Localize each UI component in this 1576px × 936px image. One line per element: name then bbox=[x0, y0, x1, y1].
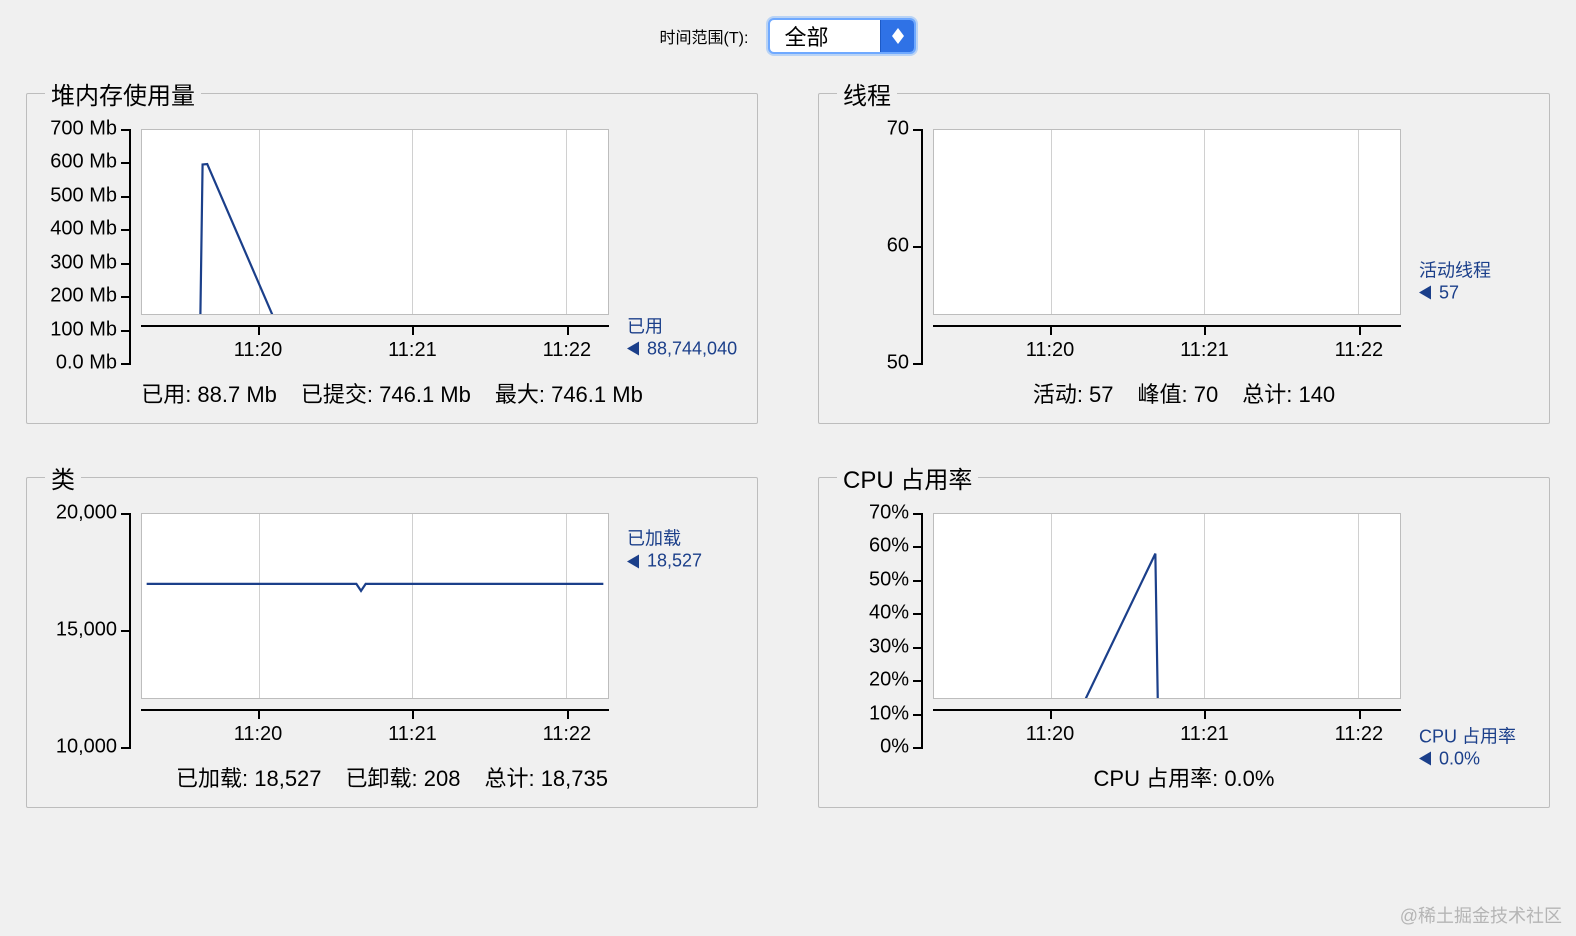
time-range-select[interactable]: 全部 bbox=[768, 18, 916, 54]
panel-heap: 堆内存使用量 700 Mb 600 Mb 500 Mb 400 Mb 300 Mb 200 … bbox=[26, 76, 758, 424]
x-axis-label: 11:21 bbox=[388, 723, 437, 746]
panel-cpu: CPU 占用率 70% 60% 50% 40% 30% 20% 10% 0% 11:20 11:21… bbox=[818, 460, 1550, 808]
y-axis-label: 300 Mb bbox=[50, 251, 117, 274]
y-axis-label: 20% bbox=[869, 669, 909, 692]
indicator-title: 活动线程 bbox=[1419, 256, 1491, 282]
x-axis-label: 11:20 bbox=[1026, 723, 1075, 746]
panel-title: CPU 占用率 bbox=[837, 460, 978, 495]
y-axis-label: 10% bbox=[869, 702, 909, 725]
x-axis-label: 11:21 bbox=[1180, 723, 1229, 746]
series-indicator: 已加载18,527 bbox=[619, 513, 739, 747]
series-indicator: CPU 占用率0.0% bbox=[1411, 513, 1531, 747]
y-axis-label: 500 Mb bbox=[50, 184, 117, 207]
panel-title: 线程 bbox=[837, 76, 897, 111]
panel-threads: 线程 70 60 50 11:20 11:21 11:22 活动线程57 活动: 57 峰值: 7… bbox=[818, 76, 1550, 424]
chart-plot[interactable] bbox=[141, 129, 609, 315]
time-range-dropdown-button[interactable] bbox=[880, 20, 914, 52]
panel-title: 类 bbox=[45, 460, 81, 495]
panel-stats: 已用: 88.7 Mb 已提交: 746.1 Mb 最大: 746.1 Mb bbox=[45, 377, 739, 409]
y-axis-label: 70 bbox=[887, 118, 909, 141]
stat-item: 峰值: 70 bbox=[1138, 382, 1219, 407]
x-axis-label: 11:21 bbox=[1180, 339, 1229, 362]
x-axis-label: 11:22 bbox=[1335, 723, 1384, 746]
y-axis-label: 0% bbox=[880, 736, 909, 759]
indicator-value: 57 bbox=[1439, 282, 1459, 303]
stat-item: 已加载: 18,527 bbox=[176, 766, 322, 791]
panel-stats: 活动: 57 峰值: 70 总计: 140 bbox=[837, 377, 1531, 409]
triangle-left-icon bbox=[1419, 286, 1431, 300]
indicator-title: CPU 占用率 bbox=[1419, 722, 1516, 748]
panel-stats: 已加载: 18,527 已卸载: 208 总计: 18,735 bbox=[45, 761, 739, 793]
y-axis-label: 15,000 bbox=[56, 619, 117, 642]
stat-item: 总计: 140 bbox=[1242, 382, 1335, 407]
time-range-label: 时间范围(T): bbox=[660, 24, 749, 48]
x-axis-label: 11:20 bbox=[234, 723, 283, 746]
stat-item: 已用: 88.7 Mb bbox=[141, 382, 277, 407]
y-axis-label: 60% bbox=[869, 535, 909, 558]
watermark: @稀土掘金技术社区 bbox=[1400, 902, 1562, 928]
x-axis-label: 11:22 bbox=[543, 723, 592, 746]
y-axis-label: 400 Mb bbox=[50, 218, 117, 241]
y-axis-label: 50% bbox=[869, 568, 909, 591]
stat-item: CPU 占用率: 0.0% bbox=[1094, 766, 1275, 791]
chart-plot[interactable] bbox=[933, 513, 1401, 699]
triangle-left-icon bbox=[627, 554, 639, 568]
chart-plot[interactable] bbox=[141, 513, 609, 699]
x-axis-label: 11:22 bbox=[543, 339, 592, 362]
y-axis-label: 50 bbox=[887, 352, 909, 375]
x-axis-label: 11:21 bbox=[388, 339, 437, 362]
stat-item: 最大: 746.1 Mb bbox=[495, 382, 643, 407]
y-axis-label: 200 Mb bbox=[50, 285, 117, 308]
x-axis-label: 11:20 bbox=[234, 339, 283, 362]
updown-icon bbox=[892, 28, 904, 44]
x-axis-label: 11:20 bbox=[1026, 339, 1075, 362]
panel-title: 堆内存使用量 bbox=[45, 76, 201, 111]
triangle-left-icon bbox=[627, 342, 639, 356]
stat-item: 已卸载: 208 bbox=[346, 766, 461, 791]
y-axis-label: 70% bbox=[869, 502, 909, 525]
y-axis-label: 30% bbox=[869, 635, 909, 658]
y-axis-label: 60 bbox=[887, 235, 909, 258]
y-axis-label: 700 Mb bbox=[50, 118, 117, 141]
stat-item: 总计: 18,735 bbox=[484, 766, 608, 791]
series-indicator: 已用88,744,040 bbox=[619, 129, 739, 363]
y-axis-label: 0.0 Mb bbox=[56, 352, 117, 375]
triangle-left-icon bbox=[1419, 752, 1431, 766]
x-axis-label: 11:22 bbox=[1335, 339, 1384, 362]
time-range-row: 时间范围(T): 全部 bbox=[24, 18, 1552, 54]
series-indicator: 活动线程57 bbox=[1411, 129, 1531, 363]
indicator-title: 已加载 bbox=[627, 525, 702, 551]
time-range-value: 全部 bbox=[770, 20, 880, 52]
indicator-value: 0.0% bbox=[1439, 748, 1480, 769]
indicator-value: 18,527 bbox=[647, 551, 702, 572]
indicator-value: 88,744,040 bbox=[647, 338, 737, 359]
y-axis-label: 20,000 bbox=[56, 502, 117, 525]
stat-item: 活动: 57 bbox=[1033, 382, 1114, 407]
y-axis-label: 100 Mb bbox=[50, 318, 117, 341]
stat-item: 已提交: 746.1 Mb bbox=[301, 382, 471, 407]
y-axis-label: 600 Mb bbox=[50, 151, 117, 174]
indicator-title: 已用 bbox=[627, 312, 737, 338]
y-axis-label: 10,000 bbox=[56, 736, 117, 759]
panel-classes: 类 20,000 15,000 10,000 11:20 11:21 11:22 已加载18,… bbox=[26, 460, 758, 808]
chart-plot[interactable] bbox=[933, 129, 1401, 315]
y-axis-label: 40% bbox=[869, 602, 909, 625]
